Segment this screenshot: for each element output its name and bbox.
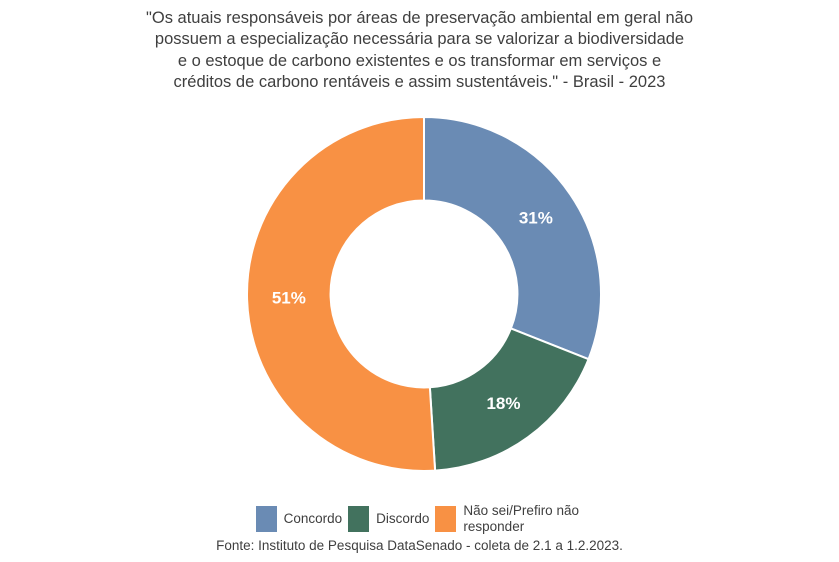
legend-swatch-concordo (255, 505, 277, 532)
chart-title-line-2: possuem a especialização necessária para… (154, 30, 685, 49)
donut-slice-0 (423, 116, 602, 361)
data-label-2: 51% (272, 289, 306, 308)
donut-chart: 31% 18% 51% (246, 116, 602, 472)
legend: Concordo Discordo Não sei/Prefiro não re… (0, 503, 839, 535)
chart-title: "Os atuais responsáveis por áreas de pre… (0, 8, 839, 93)
data-label-0: 31% (519, 208, 553, 227)
legend-swatch-discordo (348, 505, 370, 532)
data-label-1: 18% (486, 394, 520, 413)
chart-title-line-3: e o estoque de carbono existentes e os t… (177, 51, 662, 70)
legend-item-nao-sei: Não sei/Prefiro não responder (435, 503, 583, 535)
legend-swatch-nao-sei (435, 505, 457, 532)
legend-label-discordo: Discordo (376, 510, 430, 526)
chart-title-line-4: créditos de carbono rentáveis e assim su… (173, 72, 666, 91)
source-note: Fonte: Instituto de Pesquisa DataSenado … (216, 538, 623, 553)
chart-title-line-1: "Os atuais responsáveis por áreas de pre… (146, 9, 693, 27)
legend-label-nao-sei: Não sei/Prefiro não responder (463, 503, 579, 534)
legend-label-concordo: Concordo (283, 510, 343, 526)
donut-slice-1 (428, 327, 590, 472)
legend-item-concordo: Concordo (255, 505, 343, 532)
legend-item-discordo: Discordo (348, 505, 430, 532)
donut-slice-2 (246, 116, 437, 472)
